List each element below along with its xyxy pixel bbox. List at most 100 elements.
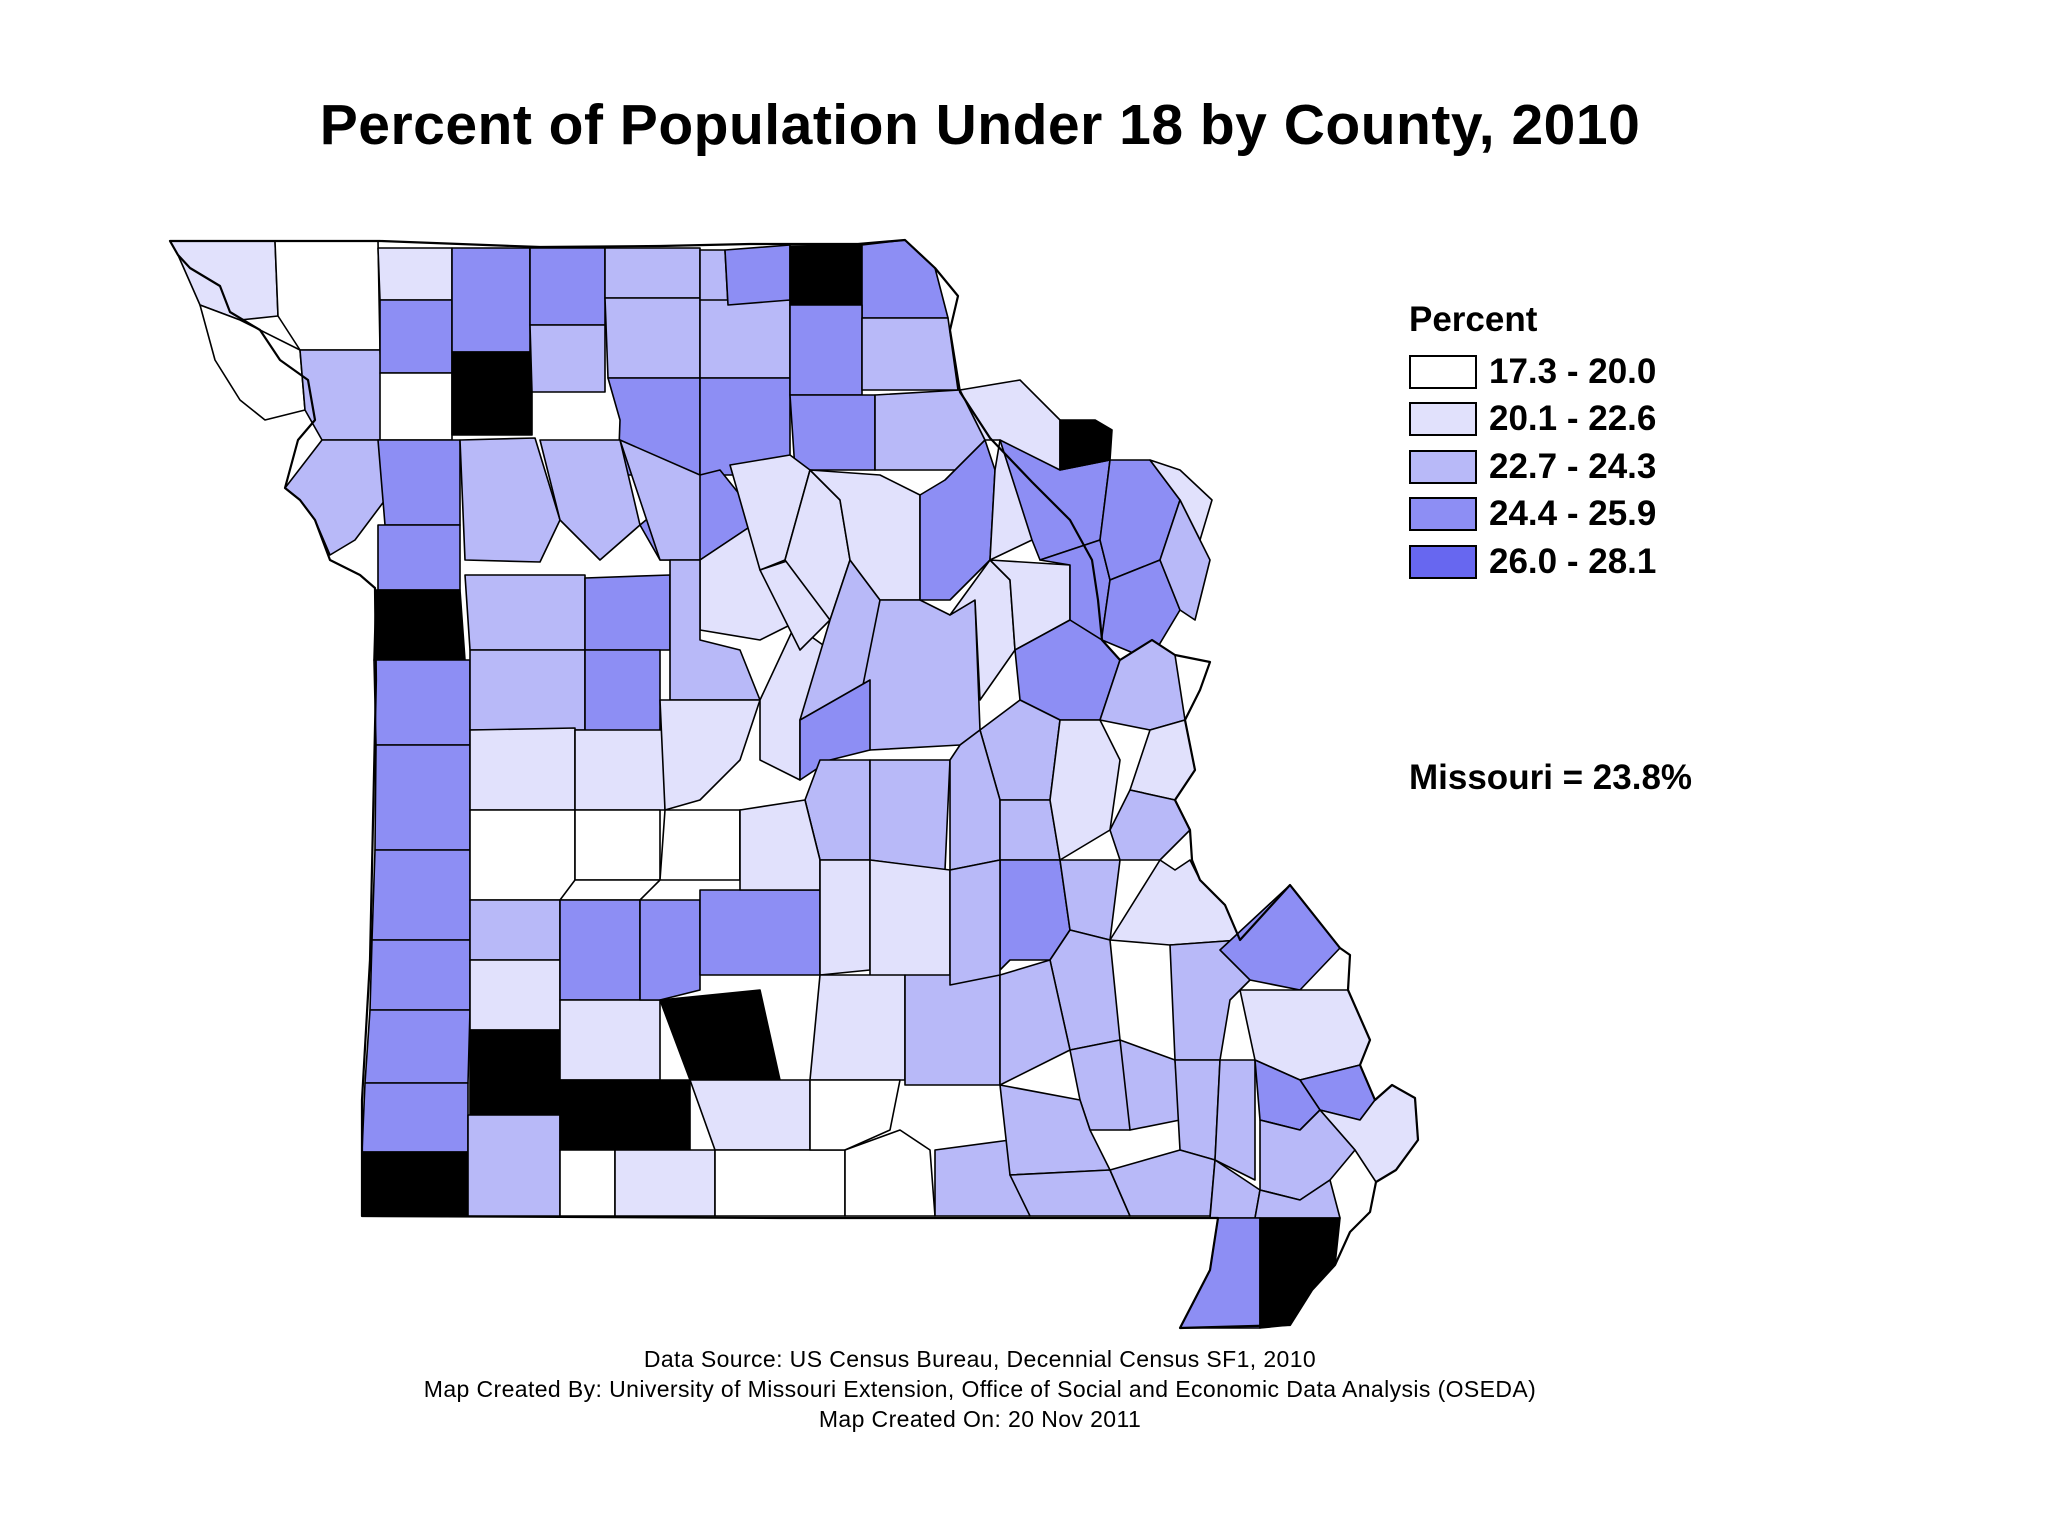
county-shape — [1049, 719, 1121, 861]
county-shape — [689, 1079, 811, 1151]
legend-swatch — [1409, 402, 1477, 437]
data-source-text: Data Source: US Census Bureau, Decennial… — [643, 1346, 1317, 1372]
county-shape — [1129, 719, 1196, 801]
county-shape — [614, 1149, 716, 1217]
county-shape — [451, 351, 533, 436]
legend-swatch — [1409, 449, 1477, 484]
county-shape — [809, 974, 906, 1081]
legend-label: 24.4 - 25.9 — [1489, 494, 1657, 534]
county-shape — [1174, 1059, 1221, 1161]
county-shape — [999, 1084, 1111, 1176]
legend-swatch — [1409, 544, 1477, 579]
legend-label: 22.7 - 24.3 — [1489, 446, 1657, 486]
county-shape — [659, 699, 761, 811]
county-shape — [789, 244, 863, 306]
county-shape — [789, 394, 876, 471]
legend-item: 22.7 - 24.3 — [1409, 443, 1656, 491]
county-shape — [467, 1114, 561, 1217]
county-shape — [374, 744, 471, 851]
map-legend: Percent 17.3 - 20.0 20.1 - 22.6 22.7 - 2… — [1409, 300, 1656, 586]
county-shape — [659, 989, 781, 1081]
county-shape — [799, 679, 871, 781]
county-shape — [1149, 459, 1213, 541]
county-shape — [1254, 1179, 1341, 1219]
county-shape — [861, 239, 949, 319]
county-shape — [949, 859, 1001, 986]
county-shape — [529, 247, 606, 326]
county-shape — [859, 599, 981, 751]
county-shape — [299, 349, 386, 441]
county-shape — [451, 247, 531, 353]
county-shape — [1109, 789, 1191, 861]
county-shape — [539, 439, 641, 561]
county-shape — [469, 1029, 561, 1116]
legend-label: 26.0 - 28.1 — [1489, 541, 1657, 581]
county-shape — [861, 317, 959, 391]
map-title: Percent of Population Under 18 by County… — [319, 93, 1641, 157]
legend-item: 24.4 - 25.9 — [1409, 491, 1656, 539]
county-shape — [1109, 859, 1241, 946]
county-shape — [377, 439, 461, 526]
county-shape — [373, 659, 471, 746]
county-shape — [639, 899, 701, 1001]
county-shape — [529, 324, 606, 393]
county-shape — [819, 859, 871, 976]
county-shape — [469, 649, 586, 731]
created-by-text: Map Created By: University of Missouri E… — [423, 1376, 1537, 1402]
county-shape — [369, 939, 471, 1011]
county-shape — [371, 849, 471, 941]
county-shape — [459, 437, 561, 563]
county-shape — [364, 1009, 471, 1084]
legend-swatch — [1409, 354, 1477, 389]
county-shape — [724, 244, 791, 306]
county-shape — [1109, 1149, 1216, 1217]
county-shape — [469, 727, 576, 811]
county-shape — [274, 240, 381, 351]
legend-label: 20.1 - 22.6 — [1489, 399, 1657, 439]
county-shape — [869, 859, 951, 986]
county-shape — [1214, 1059, 1256, 1181]
county-shape — [377, 247, 453, 301]
county-shape — [1159, 499, 1211, 621]
map-credits: Data Source: US Census Bureau, Decennial… — [0, 1344, 1960, 1434]
county-shape — [699, 889, 821, 976]
county-shape — [1069, 1039, 1131, 1131]
county-shape — [361, 1082, 469, 1153]
county-shape — [659, 809, 741, 891]
state-average-label: Missouri = 23.8% — [1409, 758, 1693, 797]
legend-label: 17.3 - 20.0 — [1489, 351, 1657, 391]
county-shape — [379, 299, 453, 374]
county-shape — [469, 809, 576, 901]
county-shape — [1009, 1169, 1131, 1217]
county-shape — [1059, 419, 1113, 471]
county-shape — [377, 524, 461, 591]
county-shape — [373, 589, 466, 661]
county-shape — [699, 249, 729, 306]
legend-item: 17.3 - 20.0 — [1409, 348, 1656, 396]
county-shape — [844, 1129, 936, 1217]
county-shape — [169, 240, 279, 321]
county-shape — [574, 809, 661, 881]
legend-title: Percent — [1409, 300, 1538, 339]
legend-item: 20.1 - 22.6 — [1409, 396, 1656, 444]
county-shape — [739, 799, 821, 891]
county-shape — [789, 304, 863, 396]
created-on-text: Map Created On: 20 Nov 2011 — [818, 1406, 1142, 1432]
county-shape — [809, 1079, 901, 1151]
legend-swatch — [1409, 497, 1477, 532]
county-shape — [714, 1149, 846, 1217]
county-shape — [574, 729, 666, 811]
county-shape — [469, 899, 561, 961]
county-shape — [469, 959, 561, 1031]
county-shape — [464, 574, 586, 651]
county-shape — [699, 299, 791, 379]
county-shape — [379, 372, 453, 441]
county-shape — [904, 974, 1001, 1086]
legend-item: 26.0 - 28.1 — [1409, 538, 1656, 586]
county-shape — [1059, 859, 1121, 941]
county-shape — [1179, 1217, 1261, 1329]
county-shape — [284, 439, 386, 556]
county-shape — [869, 759, 951, 871]
county-shape — [604, 247, 701, 299]
